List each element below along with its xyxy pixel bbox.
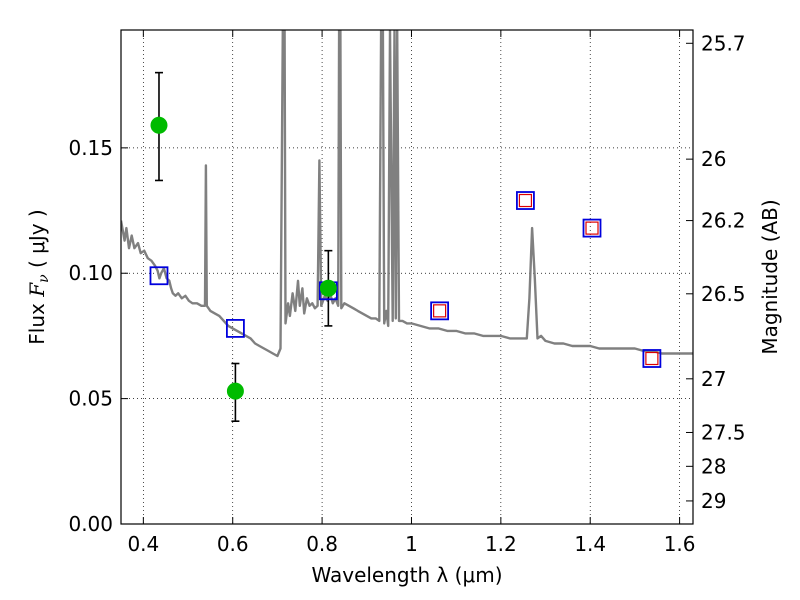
x-tick-label: 1.6 — [664, 532, 696, 556]
x-tick-label: 1.4 — [574, 532, 606, 556]
model-square-marker — [642, 349, 662, 368]
upper-limit-square-marker — [433, 304, 447, 318]
upper-limit-square-marker — [518, 193, 533, 208]
y-tick-label: 0.10 — [68, 261, 113, 285]
x-axis-label: Wavelength λ (μm) — [311, 563, 502, 587]
mag-tick-label: 29 — [701, 489, 726, 513]
x-tick-label: 0.4 — [127, 532, 159, 556]
mag-tick-label: 28 — [701, 454, 726, 478]
observed-point-marker — [150, 116, 168, 134]
model-square-marker — [225, 319, 245, 338]
observed-point-marker — [226, 382, 244, 400]
mag-tick-label: 26 — [701, 147, 726, 171]
y-axis-label-right: Magnitude (AB) — [758, 199, 782, 354]
mag-tick-label: 27 — [701, 367, 726, 391]
mag-tick-label: 27.5 — [701, 420, 746, 444]
y-axis-label-left: Flux Fν ( μJy ) — [25, 209, 52, 344]
upper-limit-square-marker — [645, 351, 659, 366]
axis-ticks: 0.4 0.6 0.8 1 1.2 1.4 1.6 0.00 0.05 0.10 0.15 25.7 2… — [68, 30, 746, 556]
model-square-marker — [149, 266, 169, 286]
y-axis-label-prefix: Flux — [25, 297, 49, 345]
mag-tick-label: 26.5 — [701, 282, 746, 306]
model-square-marker — [430, 301, 450, 321]
model-square-marker — [516, 191, 535, 210]
model-square-marker — [582, 218, 602, 238]
observed-point-marker — [319, 279, 337, 297]
mag-tick-label: 25.7 — [701, 31, 746, 55]
y-axis-label-symbol: F — [25, 282, 49, 298]
x-tick-label: 1.2 — [485, 532, 517, 556]
x-tick-label: 1 — [405, 532, 418, 556]
y-axis-label-subscript: ν — [36, 274, 52, 283]
y-tick-label: 0.05 — [68, 387, 113, 411]
x-tick-label: 0.6 — [217, 532, 249, 556]
y-axis-label-suffix: ( μJy ) — [25, 209, 49, 274]
plot-frame — [120, 29, 694, 525]
x-tick-label: 0.8 — [306, 532, 338, 556]
y-tick-label: 0.00 — [68, 512, 113, 536]
mag-tick-label: 26.2 — [701, 209, 746, 233]
photometry-points — [149, 71, 662, 422]
upper-limit-square-marker — [585, 221, 599, 235]
y-tick-label: 0.15 — [68, 136, 113, 160]
